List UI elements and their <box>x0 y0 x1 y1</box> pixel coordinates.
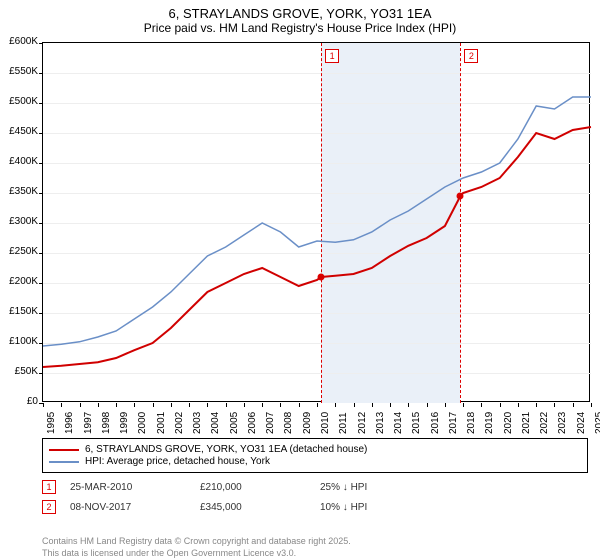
legend-swatch <box>49 449 79 451</box>
x-axis-label: 2015 <box>411 412 422 434</box>
line-series-svg <box>43 43 591 403</box>
x-axis-label: 1998 <box>101 412 112 434</box>
attribution-line2: This data is licensed under the Open Gov… <box>42 548 296 558</box>
legend-item: 6, STRAYLANDS GROVE, YORK, YO31 1EA (det… <box>49 444 581 455</box>
y-axis-label: £200K <box>2 276 38 287</box>
x-axis-label: 2005 <box>229 412 240 434</box>
x-axis-label: 1996 <box>64 412 75 434</box>
x-axis-label: 2023 <box>557 412 568 434</box>
y-axis-label: £500K <box>2 96 38 107</box>
series-line <box>43 97 591 346</box>
x-axis-label: 2004 <box>210 412 221 434</box>
legend-label: 6, STRAYLANDS GROVE, YORK, YO31 1EA (det… <box>85 444 367 455</box>
x-axis-label: 2002 <box>174 412 185 434</box>
x-axis-label: 2016 <box>430 412 441 434</box>
x-axis-label: 2009 <box>302 412 313 434</box>
y-axis-label: £150K <box>2 306 38 317</box>
x-axis-label: 2014 <box>393 412 404 434</box>
legend-label: HPI: Average price, detached house, York <box>85 456 270 467</box>
transaction-date: 25-MAR-2010 <box>70 482 200 493</box>
y-axis-label: £0 <box>2 396 38 407</box>
series-line <box>43 127 591 367</box>
x-axis-label: 2025 <box>594 412 600 434</box>
transaction-delta: 25% ↓ HPI <box>320 482 367 493</box>
legend: 6, STRAYLANDS GROVE, YORK, YO31 1EA (det… <box>42 438 588 473</box>
y-axis-label: £300K <box>2 216 38 227</box>
x-axis-label: 2003 <box>192 412 203 434</box>
y-axis-label: £550K <box>2 66 38 77</box>
transaction-price: £345,000 <box>200 502 320 513</box>
x-axis-label: 2013 <box>375 412 386 434</box>
transaction-marker-box: 2 <box>42 500 56 514</box>
x-axis-label: 2001 <box>156 412 167 434</box>
legend-item: HPI: Average price, detached house, York <box>49 456 581 467</box>
x-axis-label: 2019 <box>484 412 495 434</box>
x-axis-label: 2006 <box>247 412 258 434</box>
x-axis-label: 2020 <box>503 412 514 434</box>
x-axis-label: 2007 <box>265 412 276 434</box>
transaction-date: 08-NOV-2017 <box>70 502 200 513</box>
title-sub: Price paid vs. HM Land Registry's House … <box>0 21 600 35</box>
x-axis-label: 2017 <box>448 412 459 434</box>
y-axis-label: £100K <box>2 336 38 347</box>
plot-area: 12 <box>42 42 590 402</box>
transaction-row: 2 08-NOV-2017£345,00010% ↓ HPI <box>42 500 367 514</box>
y-axis-label: £400K <box>2 156 38 167</box>
x-axis-label: 2024 <box>576 412 587 434</box>
title-main: 6, STRAYLANDS GROVE, YORK, YO31 1EA <box>0 6 600 21</box>
legend-swatch <box>49 461 79 463</box>
x-axis-label: 1999 <box>119 412 130 434</box>
x-axis-label: 2010 <box>320 412 331 434</box>
x-axis-label: 2012 <box>357 412 368 434</box>
x-axis-label: 2008 <box>283 412 294 434</box>
x-axis-label: 2011 <box>338 412 349 434</box>
transaction-price: £210,000 <box>200 482 320 493</box>
attribution-line1: Contains HM Land Registry data © Crown c… <box>42 536 351 546</box>
y-axis-label: £600K <box>2 36 38 47</box>
y-axis-label: £450K <box>2 126 38 137</box>
chart-container: 6, STRAYLANDS GROVE, YORK, YO31 1EA Pric… <box>0 0 600 560</box>
transaction-delta: 10% ↓ HPI <box>320 502 367 513</box>
transaction-marker-box: 1 <box>42 480 56 494</box>
x-axis-label: 1997 <box>83 412 94 434</box>
transaction-row: 1 25-MAR-2010£210,00025% ↓ HPI <box>42 480 367 494</box>
x-axis-label: 2022 <box>539 412 550 434</box>
x-axis-label: 2021 <box>521 412 532 434</box>
y-axis-label: £350K <box>2 186 38 197</box>
y-axis-label: £250K <box>2 246 38 257</box>
y-axis-label: £50K <box>2 366 38 377</box>
x-axis-label: 2000 <box>137 412 148 434</box>
x-axis-label: 2018 <box>466 412 477 434</box>
title-block: 6, STRAYLANDS GROVE, YORK, YO31 1EA Pric… <box>0 0 600 39</box>
x-axis-label: 1995 <box>46 412 57 434</box>
